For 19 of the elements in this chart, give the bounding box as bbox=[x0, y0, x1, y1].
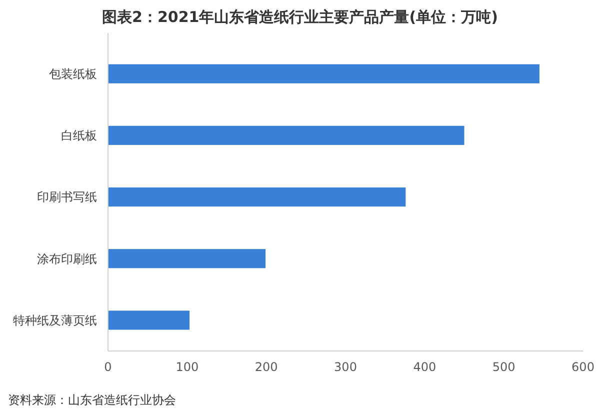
chart-title: 图表2：2021年山东省造纸行业主要产品产量(单位：万吨) bbox=[102, 8, 498, 26]
text: 资料来源：山东省造纸行业协会 bbox=[8, 393, 176, 407]
x-tick-label: 600 bbox=[572, 360, 594, 374]
bar bbox=[108, 249, 266, 268]
bar bbox=[108, 64, 540, 84]
y-tick-label: 印刷书写纸 bbox=[37, 190, 97, 204]
y-tick-label: 白纸板 bbox=[61, 128, 97, 143]
x-tick-label: 200 bbox=[254, 360, 278, 374]
bar bbox=[108, 310, 190, 330]
y-tick-label: 特种纸及薄页纸 bbox=[13, 313, 97, 328]
bar bbox=[108, 187, 406, 207]
bar bbox=[108, 126, 464, 145]
x-tick-label: 300 bbox=[334, 360, 357, 374]
x-tick-label: 400 bbox=[413, 360, 436, 374]
y-tick-label: 涂布印刷纸 bbox=[37, 252, 97, 266]
x-tick-label: 100 bbox=[176, 360, 199, 374]
x-tick-label: 0 bbox=[104, 360, 112, 374]
x-tick-label: 500 bbox=[492, 360, 516, 374]
y-tick-label: 包装纸板 bbox=[49, 67, 97, 81]
